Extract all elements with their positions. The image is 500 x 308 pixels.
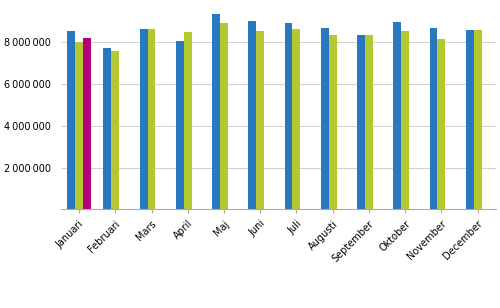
Bar — [394, 22, 401, 209]
Bar — [365, 34, 373, 209]
Bar — [430, 28, 438, 209]
Bar — [176, 41, 184, 209]
Bar — [104, 48, 112, 209]
Bar — [321, 28, 328, 209]
Bar — [140, 29, 147, 209]
Bar — [212, 14, 220, 209]
Bar — [148, 29, 156, 209]
Bar — [438, 39, 446, 209]
Bar — [328, 34, 336, 209]
Bar — [75, 42, 83, 209]
Bar — [220, 23, 228, 209]
Bar — [284, 23, 292, 209]
Bar — [112, 51, 119, 209]
Bar — [292, 29, 300, 209]
Bar — [256, 31, 264, 209]
Bar — [357, 34, 365, 209]
Bar — [83, 38, 91, 209]
Bar — [474, 30, 482, 209]
Bar — [248, 21, 256, 209]
Bar — [401, 31, 409, 209]
Bar — [466, 30, 473, 209]
Bar — [67, 31, 75, 209]
Bar — [184, 32, 192, 209]
